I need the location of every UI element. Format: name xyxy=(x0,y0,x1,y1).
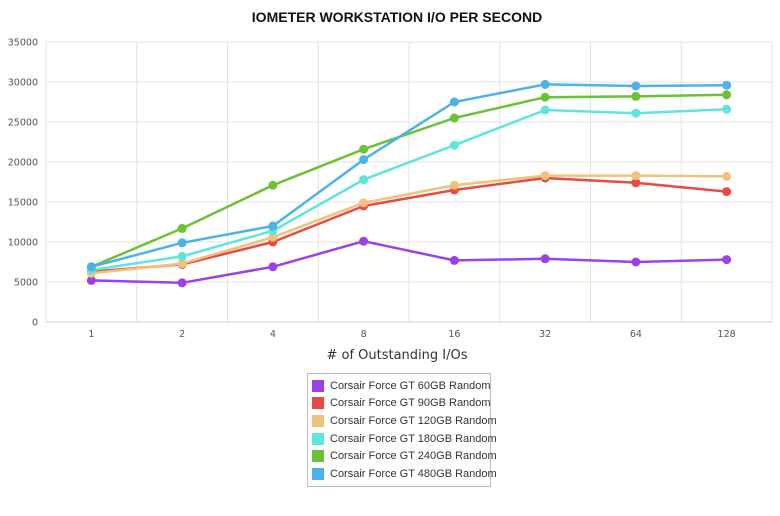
y-tick-label: 5000 xyxy=(14,278,38,289)
legend-label: Corsair Force GT 90GB Random xyxy=(330,397,491,410)
series-line xyxy=(91,176,727,273)
data-point[interactable] xyxy=(177,238,187,248)
legend-swatch xyxy=(312,432,324,445)
data-point[interactable] xyxy=(177,223,187,233)
data-point[interactable] xyxy=(449,255,459,265)
y-tick-label: 0 xyxy=(32,318,38,329)
y-tick-label: 25000 xyxy=(8,118,38,129)
x-tick-label: 128 xyxy=(718,329,736,340)
series-line xyxy=(91,83,727,269)
x-tick-label: 2 xyxy=(179,329,185,340)
data-point[interactable] xyxy=(177,259,187,269)
data-point[interactable] xyxy=(540,79,550,89)
legend-item[interactable]: Corsair Force GT 240GB Random xyxy=(308,447,497,465)
chart-title: IOMETER WORKSTATION I/O PER SECOND xyxy=(252,9,542,25)
data-point[interactable] xyxy=(722,90,732,100)
y-tick-label: 15000 xyxy=(8,198,38,209)
data-point[interactable] xyxy=(268,221,278,231)
data-point[interactable] xyxy=(631,257,641,267)
legend-item[interactable]: Corsair Force GT 120GB Random xyxy=(308,412,497,430)
y-tick-label: 20000 xyxy=(8,158,38,169)
series-line xyxy=(90,93,727,268)
data-point[interactable] xyxy=(722,171,732,181)
data-point[interactable] xyxy=(540,254,550,264)
data-point[interactable] xyxy=(449,140,459,150)
series-layer xyxy=(86,79,732,288)
data-point[interactable] xyxy=(359,198,369,208)
legend-swatch xyxy=(312,414,324,427)
data-point[interactable] xyxy=(540,171,550,181)
data-point[interactable] xyxy=(722,187,732,197)
data-point[interactable] xyxy=(359,155,369,165)
series-line xyxy=(91,107,727,272)
y-tick-label: 30000 xyxy=(8,78,38,89)
legend-swatch xyxy=(312,379,324,392)
data-point[interactable] xyxy=(631,91,641,101)
data-point[interactable] xyxy=(177,251,187,261)
data-point[interactable] xyxy=(359,175,369,185)
grid xyxy=(45,41,773,323)
data-point[interactable] xyxy=(86,275,96,285)
data-point[interactable] xyxy=(540,92,550,102)
legend-label: Corsair Force GT 180GB Random xyxy=(330,432,497,445)
data-point[interactable] xyxy=(722,104,732,114)
data-point[interactable] xyxy=(268,232,278,242)
legend-label: Corsair Force GT 480GB Random xyxy=(330,467,497,480)
data-point[interactable] xyxy=(540,105,550,115)
legend-label: Corsair Force GT 120GB Random xyxy=(330,414,497,427)
data-point[interactable] xyxy=(177,278,187,288)
legend-item[interactable]: Corsair Force GT 480GB Random xyxy=(308,465,497,483)
series-3 xyxy=(86,171,732,278)
series-6 xyxy=(86,79,732,272)
x-axis: 1 2 4 8 16 32 64 128 xyxy=(88,329,735,340)
data-point[interactable] xyxy=(631,81,641,91)
data-point[interactable] xyxy=(722,255,732,265)
x-tick-label: 32 xyxy=(539,329,551,340)
legend-label: Corsair Force GT 60GB Random xyxy=(330,379,491,392)
series-1 xyxy=(86,236,732,288)
data-point[interactable] xyxy=(722,80,732,90)
line-chart: IOMETER WORKSTATION I/O PER SECOND 0 5000… xyxy=(8,9,773,363)
data-point[interactable] xyxy=(359,144,369,154)
legend-swatch xyxy=(312,450,324,463)
x-tick-label: 16 xyxy=(448,329,460,340)
data-point[interactable] xyxy=(631,108,641,118)
legend-label: Corsair Force GT 240GB Random xyxy=(330,450,497,463)
y-tick-label: 10000 xyxy=(8,238,38,249)
data-point[interactable] xyxy=(359,236,369,246)
legend-item[interactable]: Corsair Force GT 90GB Random xyxy=(308,395,491,413)
series-line xyxy=(91,239,727,285)
y-tick-label: 35000 xyxy=(8,38,38,49)
x-tick-label: 1 xyxy=(88,329,94,340)
data-point[interactable] xyxy=(268,180,278,190)
legend-item[interactable]: Corsair Force GT 60GB Random xyxy=(308,377,491,395)
legend-swatch xyxy=(312,397,324,410)
data-point[interactable] xyxy=(631,171,641,181)
data-point[interactable] xyxy=(449,97,459,107)
legend-item[interactable]: Corsair Force GT 180GB Random xyxy=(308,430,497,448)
x-tick-label: 8 xyxy=(361,329,367,340)
x-tick-label: 64 xyxy=(630,329,642,340)
data-point[interactable] xyxy=(86,262,96,272)
data-point[interactable] xyxy=(449,180,459,190)
series-line xyxy=(91,174,727,275)
series-4 xyxy=(86,104,732,275)
data-point[interactable] xyxy=(449,113,459,123)
data-point[interactable] xyxy=(268,262,278,272)
legend-swatch xyxy=(312,467,324,480)
x-axis-label: # of Outstanding I/Os xyxy=(326,348,467,363)
legend: Corsair Force GT 60GB Random Corsair Forc… xyxy=(307,373,497,487)
y-axis: 0 5000 10000 15000 20000 25000 30000 35000 xyxy=(8,38,38,329)
x-tick-label: 4 xyxy=(270,329,276,340)
data-point[interactable] xyxy=(631,178,641,188)
